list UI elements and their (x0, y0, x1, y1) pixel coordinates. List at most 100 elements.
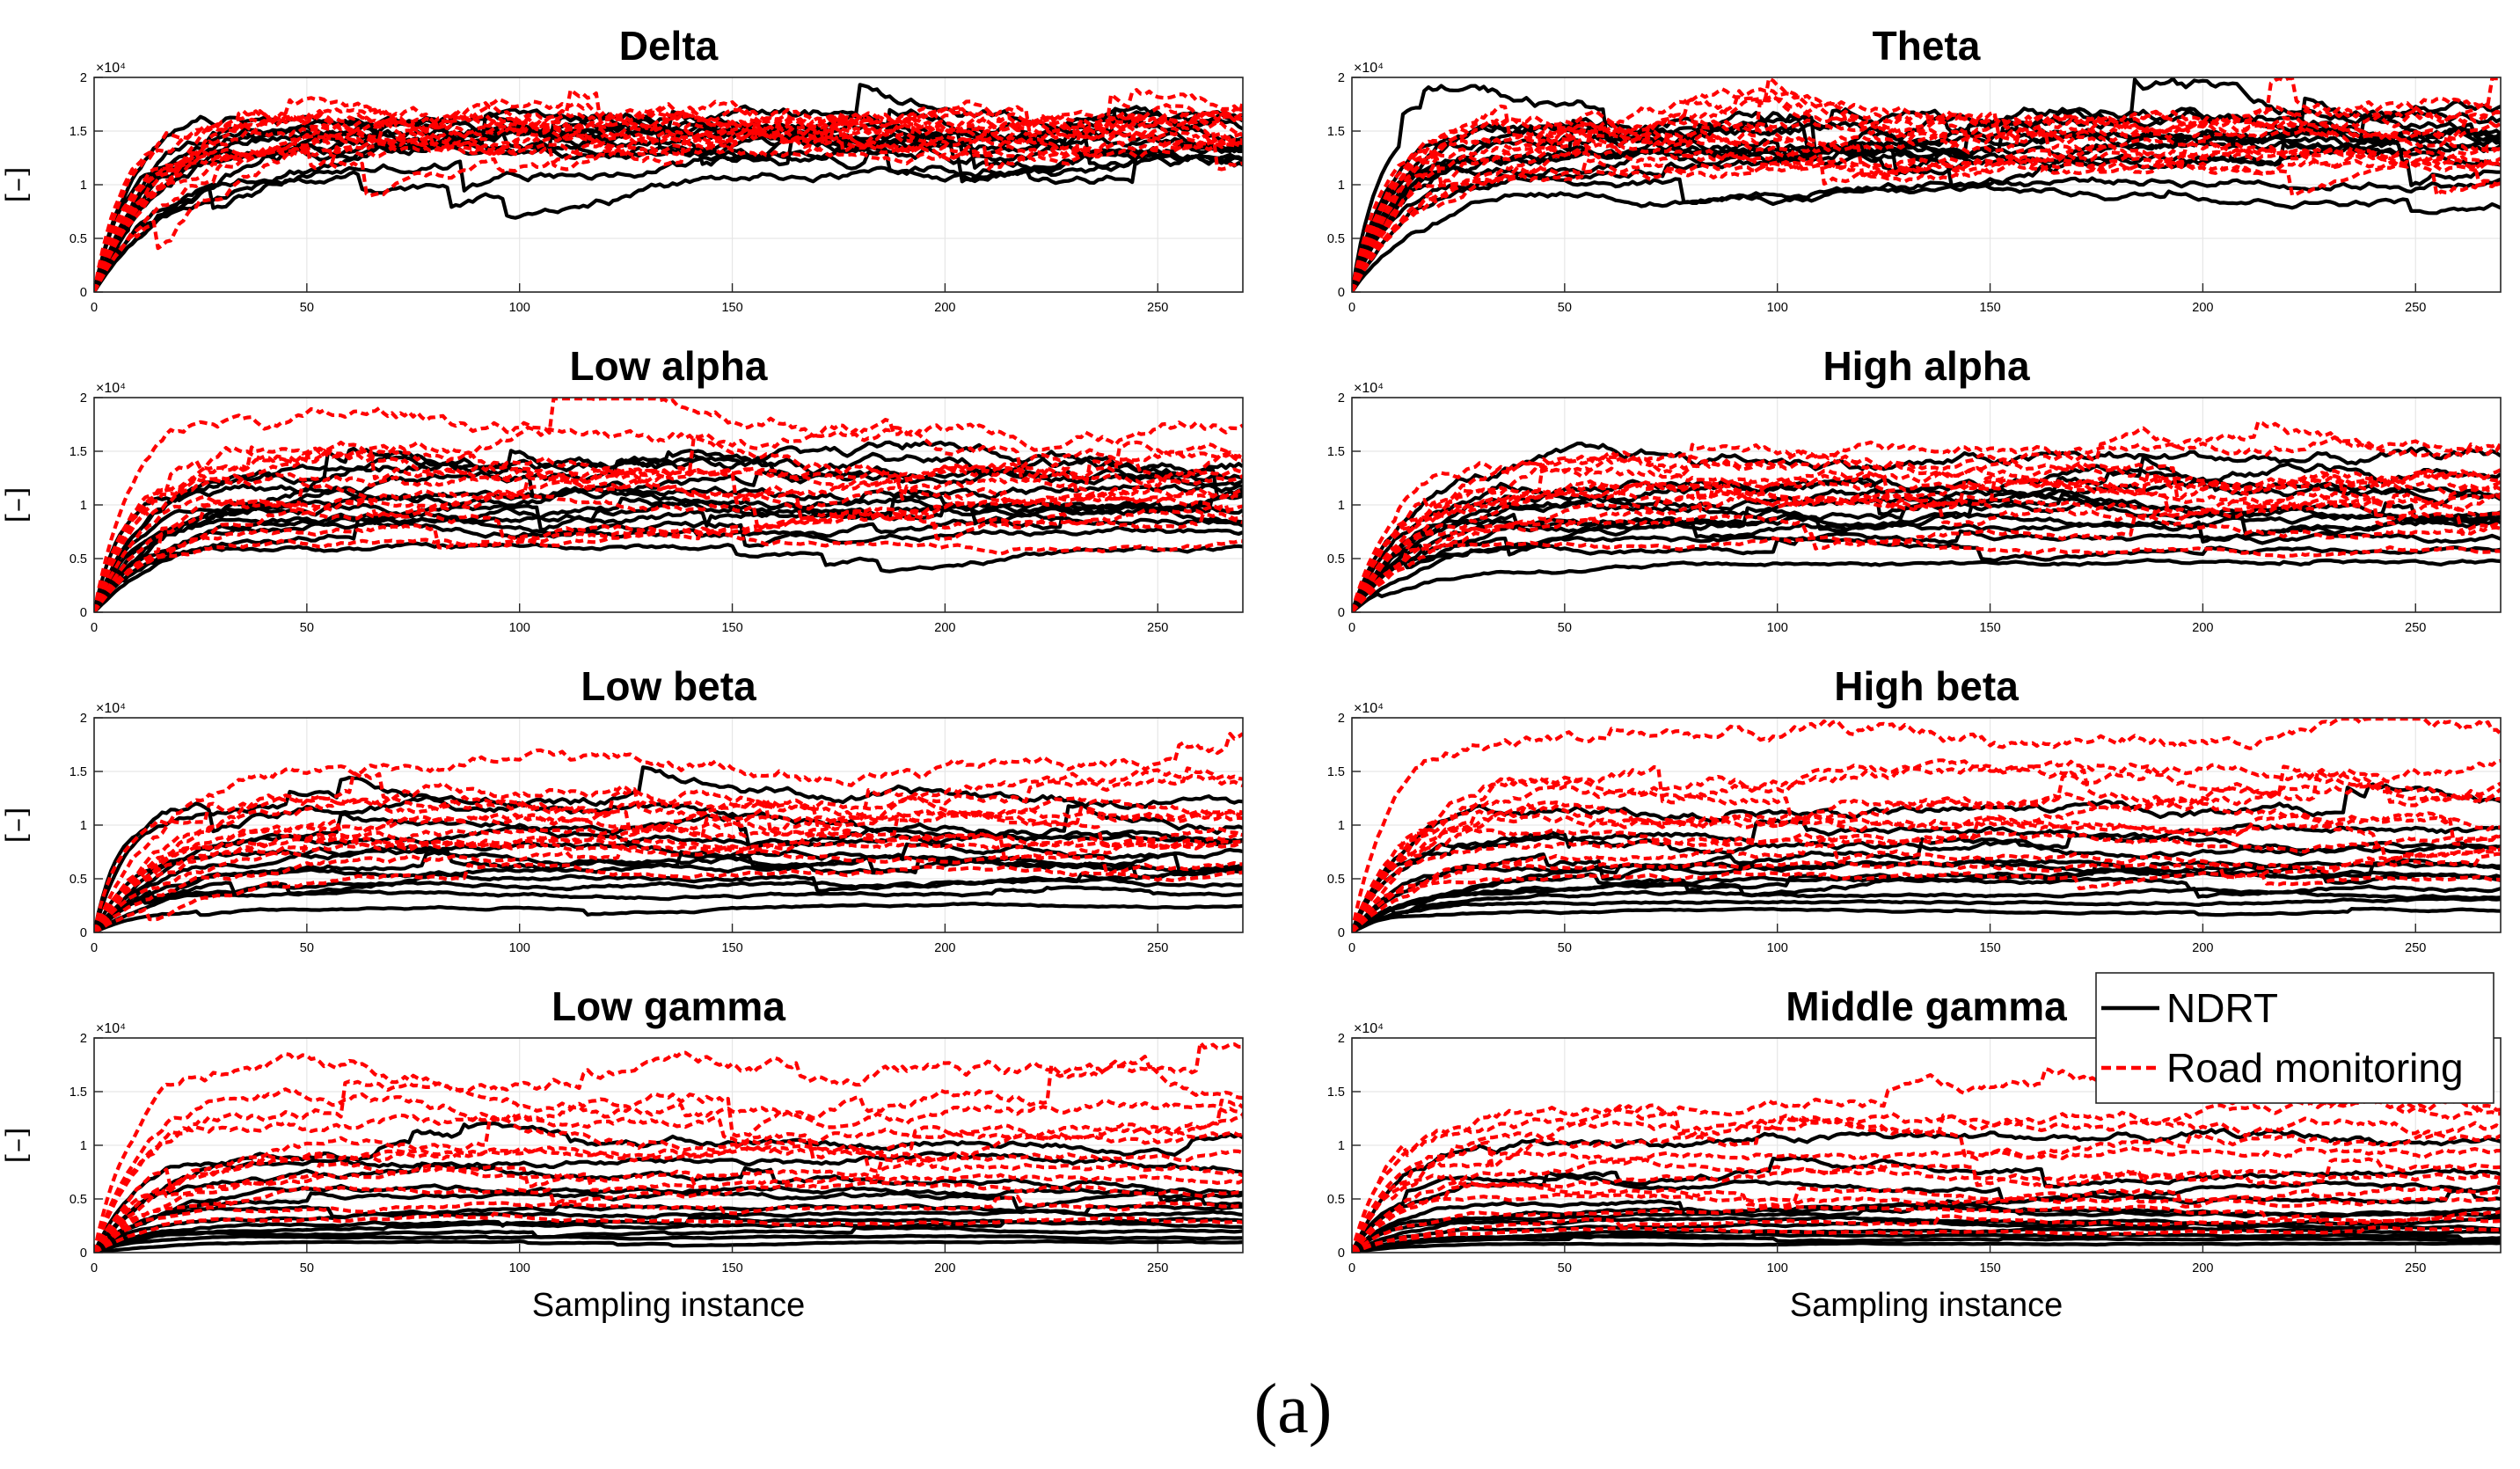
ndrt-series-line-2 (94, 885, 1243, 932)
ndrt-series-line-11 (1352, 497, 2501, 612)
road-monitoring-series-line-1 (94, 127, 1243, 292)
road-monitoring-series-line-2 (94, 844, 1243, 932)
ndrt-series-line-5 (94, 1215, 1243, 1253)
road-monitoring-series-line-12 (1352, 77, 2501, 292)
road-monitoring-series-line-12 (94, 787, 1243, 932)
road-monitoring-series-line-8 (94, 88, 1243, 292)
y-tick-label: 0.5 (69, 873, 87, 887)
road-monitoring-series-line-1 (94, 862, 1243, 932)
x-tick-label: 150 (721, 621, 742, 635)
ndrt-series-line-12 (94, 1121, 1243, 1253)
ndrt-series-line-10 (1352, 818, 2501, 932)
y-tick-label: 1.5 (1327, 1085, 1345, 1100)
y-exponent-label: ×10⁴ (1354, 1021, 1384, 1036)
panel-high-beta: 0 50 100 150 200 250 0 0.5 1 1.5 2 ×10⁴ High beta (1327, 663, 2502, 955)
road-monitoring-series-line-5 (1352, 800, 2501, 932)
y-tick-label: 1 (1338, 499, 1345, 513)
x-axis-label: Sampling instance (1790, 1287, 2063, 1324)
x-tick-label: 50 (300, 301, 314, 315)
y-tick-label: 2 (80, 1032, 87, 1046)
y-tick-label: 0 (1338, 926, 1345, 940)
y-tick-label: 1.5 (69, 125, 87, 139)
x-tick-label: 0 (91, 941, 98, 955)
x-axis-label: Sampling instance (532, 1287, 806, 1324)
x-tick-label: 250 (1147, 941, 1168, 955)
road-monitoring-series-line-3 (1352, 1204, 2501, 1253)
x-tick-label: 100 (509, 1261, 530, 1275)
y-tick-label: 0 (80, 1246, 87, 1261)
road-monitoring-series-line-2 (1352, 513, 2501, 612)
legend-label: NDRT (2166, 985, 2278, 1031)
road-monitoring-series-line-10 (94, 1063, 1243, 1253)
y-tick-label: 0.5 (69, 1193, 87, 1207)
y-tick-label: 1 (1338, 179, 1345, 193)
x-tick-label: 100 (1767, 621, 1788, 635)
road-monitoring-series-line-7 (94, 1098, 1243, 1253)
y-tick-label: 1.5 (69, 765, 87, 779)
y-tick-label: 2 (80, 71, 87, 85)
series-group (1352, 420, 2501, 612)
road-monitoring-series-line-12 (94, 445, 1243, 612)
x-tick-label: 250 (2405, 1261, 2426, 1275)
x-tick-label: 0 (1348, 301, 1355, 315)
y-tick-label: 2 (1338, 71, 1345, 85)
panel-title: Theta (1873, 23, 1981, 69)
road-monitoring-series-line-11 (94, 106, 1243, 292)
road-monitoring-series-line-10 (1352, 472, 2501, 612)
y-tick-label: 0 (80, 286, 87, 300)
series-group (94, 1041, 1243, 1253)
road-monitoring-series-line-11 (94, 1041, 1243, 1253)
ndrt-series-line-2 (1352, 896, 2501, 932)
x-tick-label: 150 (721, 1261, 742, 1275)
y-tick-label: 2 (80, 391, 87, 406)
y-tick-label: 2 (1338, 1032, 1345, 1046)
ndrt-series-line-9 (1352, 1188, 2501, 1253)
road-monitoring-series-line-5 (1352, 480, 2501, 612)
x-tick-label: 50 (1558, 301, 1572, 315)
road-monitoring-series-line-6 (94, 1124, 1243, 1253)
ndrt-series-line-1 (1352, 906, 2501, 932)
ndrt-series-line-9 (94, 440, 1243, 612)
x-tick-label: 250 (2405, 941, 2426, 955)
ndrt-series-line-2 (1352, 1234, 2501, 1253)
road-monitoring-series-line-4 (1352, 478, 2501, 612)
road-monitoring-series-line-8 (1352, 137, 2501, 292)
road-monitoring-series-line-4 (94, 1161, 1243, 1253)
y-tick-label: 0 (1338, 1246, 1345, 1261)
ndrt-series-line-1 (94, 902, 1243, 932)
x-tick-label: 0 (1348, 941, 1355, 955)
ndrt-series-line-1 (94, 1239, 1243, 1253)
panel-theta: 0 50 100 150 200 250 0 0.5 1 1.5 2 ×10⁴ Theta (1327, 23, 2502, 315)
road-monitoring-series-line-9 (1352, 126, 2501, 292)
ndrt-series-line-9 (94, 775, 1243, 932)
x-tick-label: 200 (934, 941, 955, 955)
y-axis-label: [–] (0, 1128, 33, 1164)
y-tick-label: 0.5 (1327, 232, 1345, 246)
road-monitoring-series-line-2 (94, 502, 1243, 612)
y-tick-label: 1 (80, 179, 87, 193)
road-monitoring-series-line-4 (94, 809, 1243, 932)
ndrt-series-line-3 (1352, 529, 2501, 612)
y-axis-label: [–] (0, 808, 33, 844)
x-tick-label: 100 (1767, 941, 1788, 955)
road-monitoring-series-line-1 (1352, 1225, 2501, 1253)
road-monitoring-series-line-1 (94, 1211, 1243, 1253)
series-group (94, 83, 1243, 292)
road-monitoring-series-line-10 (1352, 114, 2501, 292)
road-monitoring-series-line-2 (1352, 851, 2501, 932)
road-monitoring-series-line-11 (1352, 816, 2501, 932)
y-exponent-label: ×10⁴ (96, 61, 126, 76)
panel-title: High beta (1834, 663, 2019, 709)
road-monitoring-series-line-9 (1352, 475, 2501, 612)
road-monitoring-series-line-4 (1352, 1186, 2501, 1253)
road-monitoring-series-line-1 (94, 526, 1243, 612)
x-tick-label: 100 (1767, 301, 1788, 315)
panel-delta: 0 50 100 150 200 250 0 0.5 1 1.5 2 ×10⁴ Delta [–] (0, 23, 1244, 315)
ndrt-series-line-2 (94, 1233, 1243, 1253)
ndrt-series-line-3 (94, 1225, 1243, 1253)
road-monitoring-series-line-7 (1352, 1150, 2501, 1253)
ndrt-series-line-3 (94, 503, 1243, 612)
panel-middle-gamma: 0 50 100 150 200 250 0 0.5 1 1.5 2 ×10⁴ Middle gamma… (1327, 983, 2502, 1324)
road-monitoring-series-line-7 (94, 766, 1243, 932)
